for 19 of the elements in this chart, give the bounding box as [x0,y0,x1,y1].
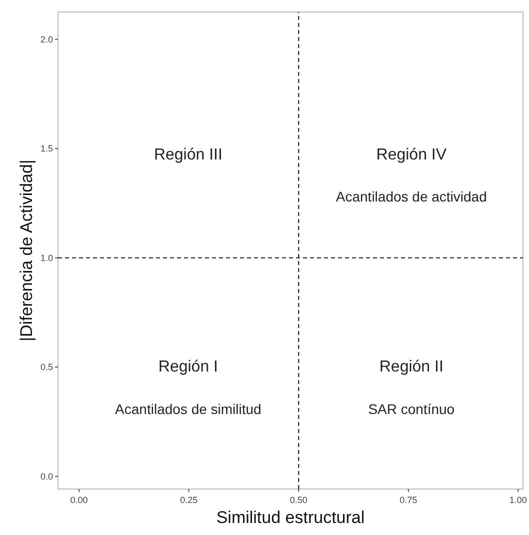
annotation: Región III [154,146,222,164]
y-tick-label: 0.5 [40,362,53,372]
annotation: SAR contínuo [368,401,455,417]
annotation: Región II [379,358,444,376]
annotation: Acantilados de actividad [336,188,487,205]
annotation: Acantilados de similitud [115,401,262,417]
y-tick-label: 1.0 [40,252,53,263]
y-tick-label: 0.0 [40,471,53,482]
x-tick-label: 0.00 [70,495,88,505]
y-tick-label: 2.0 [40,34,53,44]
x-tick-label: 0.25 [180,495,198,505]
y-tick-label: 1.5 [40,144,53,154]
x-tick-label: 0.50 [290,495,308,505]
x-axis-title: Similitud estructural [216,508,365,527]
x-tick-label: 0.75 [400,495,418,505]
annotation: Región I [158,358,218,376]
annotation: Región IV [376,146,447,164]
y-axis-title: |Diferencia de Actividad| [17,160,36,342]
x-tick-label: 1.00 [509,495,527,505]
